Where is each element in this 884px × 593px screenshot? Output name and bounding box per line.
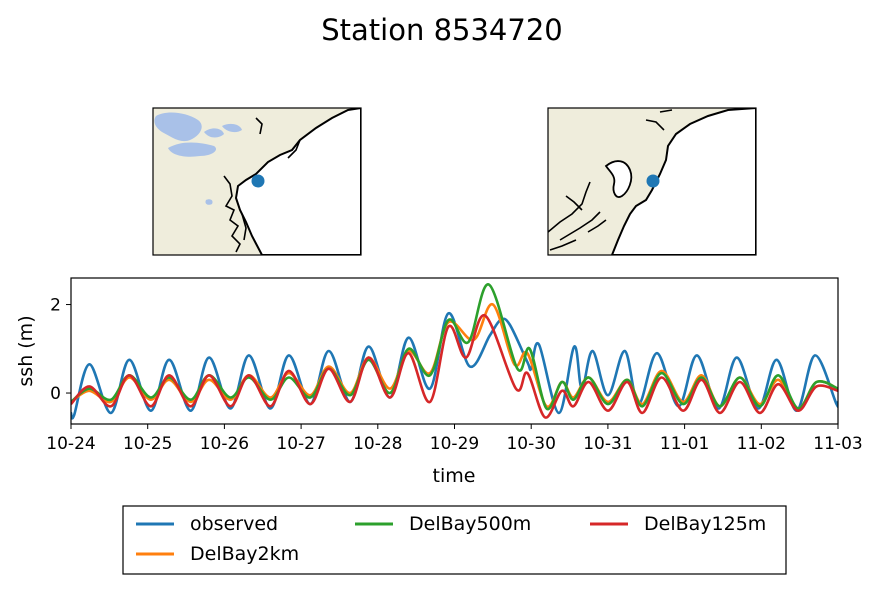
- legend-box: [122, 505, 787, 575]
- legend-label-delbay500m: DelBay500m: [409, 513, 531, 535]
- x-tick-label: 10-24: [46, 434, 95, 454]
- y-axis-label: ssh (m): [15, 315, 37, 386]
- inset-map-regional: [152, 107, 362, 256]
- legend-label-delbay125m: DelBay125m: [644, 513, 766, 535]
- inset-map-local: [547, 107, 757, 256]
- x-tick-label: 10-30: [506, 434, 555, 454]
- x-tick-label: 10-25: [123, 434, 172, 454]
- series-layer: [71, 283, 838, 420]
- series-line-observed: [71, 312, 838, 420]
- legend-label-delbay2km: DelBay2km: [190, 543, 299, 565]
- plot-area: 10-24 10-25 10-26 10-27 10-28 10-29 10-30 10-31…: [15, 277, 863, 487]
- series-line-delbay125m: [71, 314, 838, 419]
- x-tick-label: 10-31: [583, 434, 632, 454]
- station-marker-regional: [251, 174, 265, 188]
- series-line-delbay500m: [71, 283, 838, 411]
- x-tick-label: 10-27: [276, 434, 325, 454]
- coast-detail: [548, 109, 673, 251]
- station-marker-local: [646, 174, 660, 188]
- lake-5: [205, 199, 213, 205]
- x-axis: 10-24 10-25 10-26 10-27 10-28 10-29 10-30 10-31…: [46, 424, 863, 454]
- x-axis-label: time: [433, 465, 476, 487]
- lake-2: [168, 142, 217, 157]
- x-tick-label: 11-01: [660, 434, 709, 454]
- x-tick-label: 10-28: [353, 434, 402, 454]
- lake-1: [154, 112, 202, 142]
- x-tick-label: 11-03: [813, 434, 862, 454]
- lake-4: [222, 123, 242, 133]
- lake-3: [204, 128, 224, 138]
- coast-detail: [223, 117, 301, 253]
- y-tick-label: 0: [50, 384, 61, 404]
- legend-label-observed: observed: [190, 513, 278, 535]
- ocean-area: [610, 108, 756, 255]
- y-axis: 02: [50, 296, 71, 404]
- x-tick-label: 10-29: [430, 434, 479, 454]
- legend: observed DelBay500m DelBay125m DelBay2km: [122, 505, 787, 575]
- x-tick-label: 10-26: [200, 434, 249, 454]
- y-tick-label: 2: [50, 296, 61, 316]
- figure-title: Station 8534720: [321, 13, 562, 47]
- bay: [604, 160, 633, 198]
- x-tick-label: 11-02: [737, 434, 786, 454]
- ocean-area: [234, 108, 361, 255]
